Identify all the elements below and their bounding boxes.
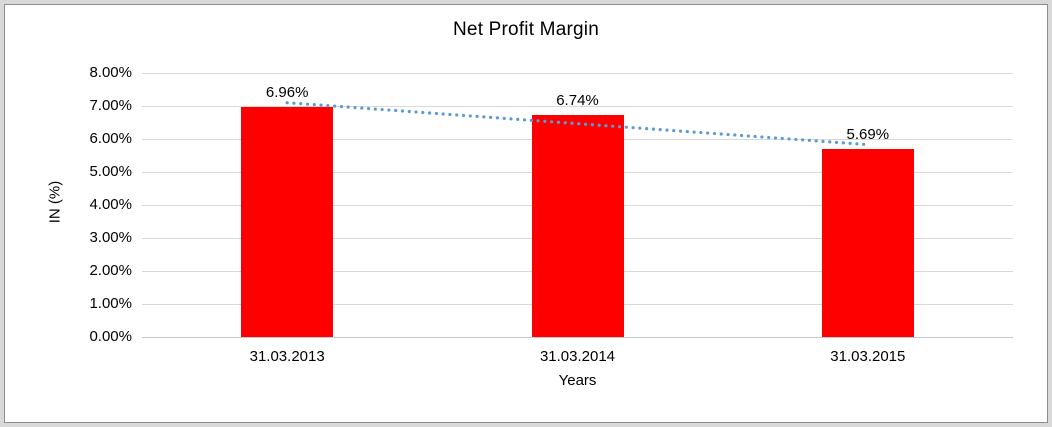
gridline — [142, 336, 1013, 338]
chart-title: Net Profit Margin — [453, 19, 599, 40]
x-tick-label: 31.03.2013 — [249, 348, 325, 365]
y-tick-label: 0.00% — [89, 328, 132, 345]
x-tick-label: 31.03.2015 — [830, 348, 906, 365]
x-axis-title: Years — [558, 372, 597, 389]
y-tick-label: 5.00% — [89, 163, 132, 180]
x-tick-label: 31.03.2014 — [539, 348, 616, 365]
data-label: 6.74% — [556, 91, 599, 109]
y-tick-label: 7.00% — [89, 97, 132, 114]
y-tick-label: 1.00% — [89, 295, 132, 312]
bar — [821, 149, 914, 337]
y-tick-label: 4.00% — [89, 196, 132, 213]
y-tick-label: 8.00% — [89, 64, 132, 81]
data-label: 6.96% — [265, 84, 309, 102]
y-tick-label: 3.00% — [89, 229, 132, 246]
y-tick-label: 2.00% — [89, 262, 132, 279]
y-tick-label: 6.00% — [89, 130, 132, 147]
data-label: 5.69% — [846, 126, 890, 144]
bar — [241, 107, 334, 337]
bar — [531, 114, 624, 337]
gridline — [142, 72, 1013, 74]
